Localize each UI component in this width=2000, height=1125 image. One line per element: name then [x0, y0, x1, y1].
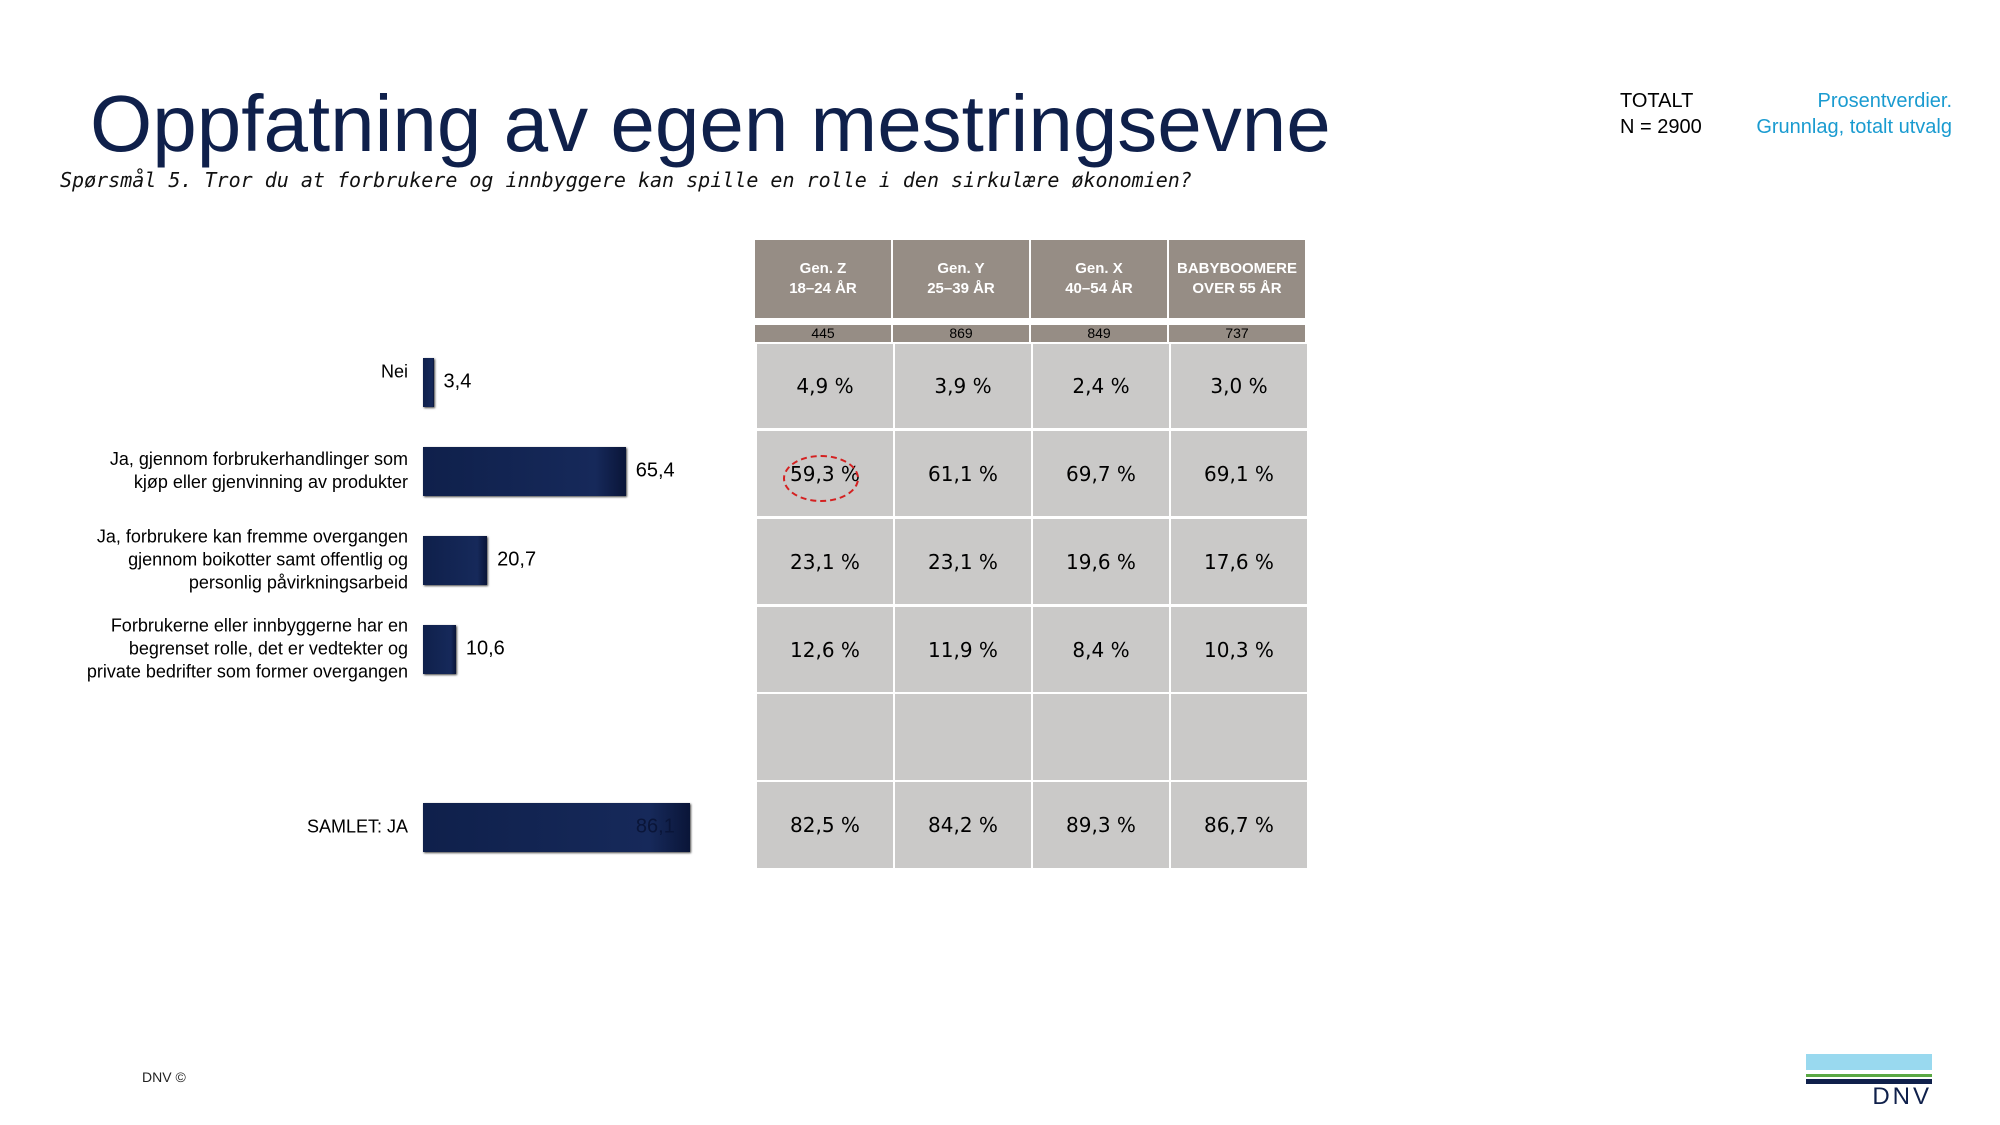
table-cell — [895, 694, 1031, 780]
page-title: Oppfatning av egen mestringsevne — [90, 79, 1331, 168]
highlight-circle — [783, 455, 859, 502]
category-label: Forbrukerne eller innbyggerne har en beg… — [86, 615, 408, 682]
column-header: Gen. Z 18–24 ÅR — [755, 240, 891, 318]
question-subtitle: Spørsmål 5. Tror du at forbrukere og inn… — [60, 168, 1192, 192]
dnv-logo: DNV — [1806, 1054, 1932, 1110]
total-sample: TOTALT N = 2900 — [1620, 88, 1702, 140]
table-cell — [1033, 694, 1169, 780]
column-header-line: Gen. Z — [799, 260, 847, 277]
column-header-line: 18–24 ÅR — [789, 280, 857, 297]
category-label: Nei — [380, 361, 408, 382]
bar — [423, 358, 434, 407]
category-label: Ja, gjennom forbrukerhandlinger som kjøp… — [109, 449, 408, 492]
category-label: Ja, forbrukere kan fremme overgangen gje… — [96, 526, 408, 593]
bar — [423, 536, 488, 585]
table-cell: 61,1 % — [895, 431, 1031, 516]
table-cell: 69,1 % — [1171, 431, 1307, 516]
bar — [423, 625, 456, 674]
sample-size: 869 — [893, 325, 1029, 342]
bar-value-label: 65,4 — [635, 459, 675, 482]
table-cell: 84,2 % — [895, 782, 1031, 868]
table-cell — [1171, 694, 1307, 780]
table-cell: 2,4 % — [1033, 344, 1169, 428]
table-cell: 8,4 % — [1033, 607, 1169, 692]
table-cell: 17,6 % — [1171, 519, 1307, 604]
total-n: N = 2900 — [1620, 116, 1702, 138]
category-label: SAMLET: JA — [306, 816, 408, 837]
sample-size: 737 — [1169, 325, 1305, 342]
column-header-line: 25–39 ÅR — [927, 280, 995, 297]
table-cell: 82,5 % — [757, 782, 893, 868]
table-cell: 3,0 % — [1171, 344, 1307, 428]
basis-note: Prosentverdier. Grunnlag, totalt utvalg — [1756, 88, 1952, 140]
table-cell: 12,6 % — [757, 607, 893, 692]
table-cell: 23,1 % — [757, 519, 893, 604]
column-header-line: OVER 55 ÅR — [1192, 280, 1282, 297]
bar-value-label: 3,4 — [443, 370, 472, 393]
table-cell: 19,6 % — [1033, 519, 1169, 604]
bar-value-label: 20,7 — [497, 548, 537, 571]
column-header: Gen. X 40–54 ÅR — [1031, 240, 1167, 318]
table-cell: 69,7 % — [1033, 431, 1169, 516]
table-cell: 23,1 % — [895, 519, 1031, 604]
basis-line2: Grunnlag, totalt utvalg — [1756, 116, 1952, 138]
basis-line1: Prosentverdier. — [1817, 90, 1952, 112]
table-cell: 10,3 % — [1171, 607, 1307, 692]
table-cell: 3,9 % — [895, 344, 1031, 428]
column-header-line: Gen. X — [1075, 260, 1123, 277]
bar-value-label: 10,6 — [465, 637, 505, 660]
table-cell: 11,9 % — [895, 607, 1031, 692]
bar — [423, 447, 626, 496]
total-label: TOTALT — [1620, 90, 1694, 112]
footer-copyright: DNV © — [142, 1069, 186, 1085]
column-header: BABYBOOMERE OVER 55 ÅR — [1169, 240, 1305, 318]
table-cell: 89,3 % — [1033, 782, 1169, 868]
column-header-line: 40–54 ÅR — [1065, 280, 1133, 297]
column-header-line: BABYBOOMERE — [1176, 260, 1297, 277]
table-cell: 4,9 % — [757, 344, 893, 428]
table-cell: 86,7 % — [1171, 782, 1307, 868]
sample-size: 445 — [755, 325, 891, 342]
bar — [423, 803, 690, 852]
table-cell — [757, 694, 893, 780]
column-header: Gen. Y 25–39 ÅR — [893, 240, 1029, 318]
sample-size: 849 — [1031, 325, 1167, 342]
column-header-line: Gen. Y — [937, 260, 985, 277]
bar-value-label: 86,1 — [635, 815, 675, 838]
